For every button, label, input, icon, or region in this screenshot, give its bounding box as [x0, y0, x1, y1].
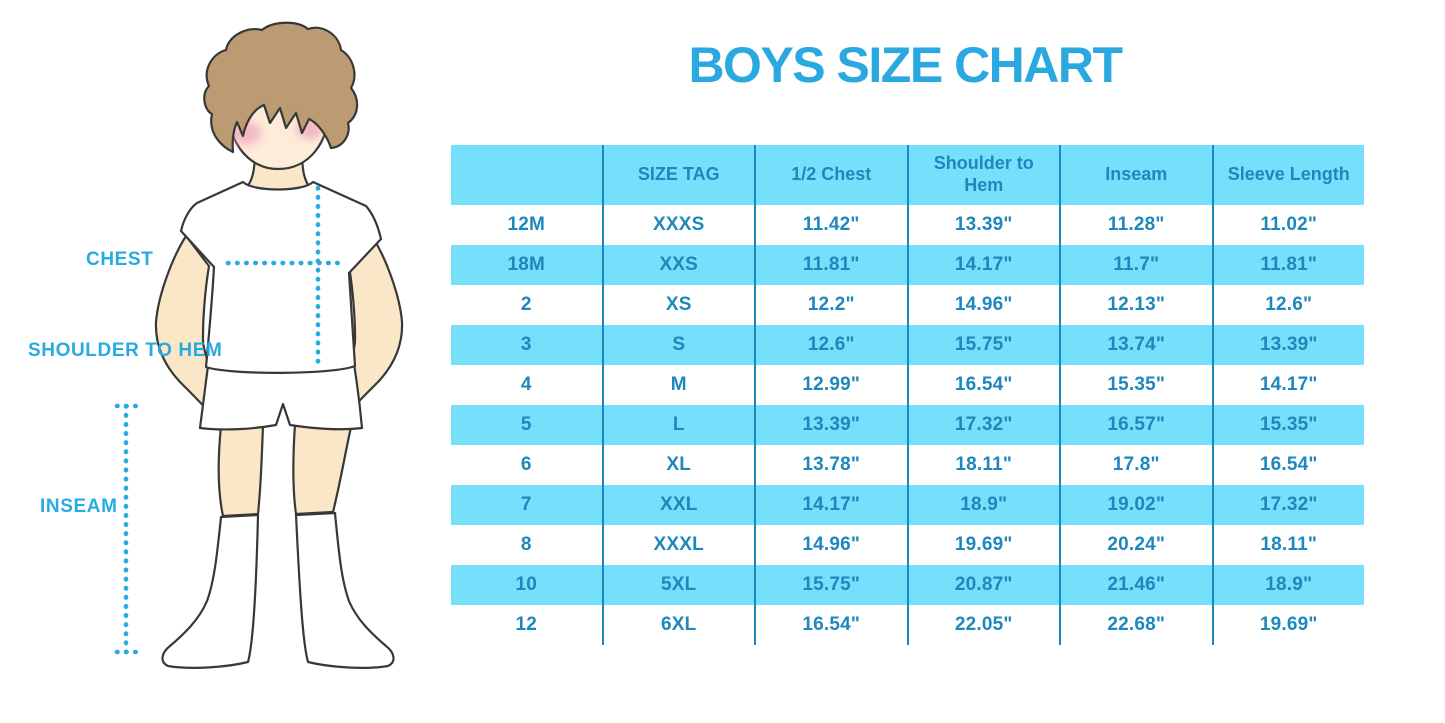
value-cell: 12.6" [756, 325, 909, 365]
table-row: 7 XXL 14.17" 18.9" 19.02" 17.32" [451, 485, 1364, 525]
value-cell: XL [604, 445, 756, 485]
value-cell: 16.54" [756, 605, 909, 645]
value-cell: 19.69" [1259, 614, 1318, 635]
value-cell: 13.78" [756, 445, 909, 485]
boy-right-sock [294, 511, 395, 669]
boy-left-leg [217, 422, 265, 518]
value-cell: 11.7" [1061, 245, 1214, 285]
value-cell: 11.42" [756, 205, 909, 245]
table-row: 8 XXXL 14.96" 19.69" 20.24" 18.11" [451, 525, 1364, 565]
value-cell: 15.35" [1061, 365, 1214, 405]
value-cell: XS [604, 285, 756, 325]
value-cell: 12.99" [756, 365, 909, 405]
value-cell: 14.96" [756, 525, 909, 565]
boy-illustration [114, 21, 404, 669]
table-row: 4 M 12.99" 16.54" 15.35" 14.17" [451, 365, 1364, 405]
value-cell: 15.75" [909, 325, 1061, 365]
column-header: Inseam [1061, 145, 1214, 205]
value-cell: 14.17" [909, 245, 1061, 285]
value-cell: 17.8" [1061, 445, 1214, 485]
value-cell: 17.32" [1259, 494, 1318, 515]
value-cell: 12.2" [756, 285, 909, 325]
value-cell: M [604, 365, 756, 405]
size-cell: 6 [451, 445, 604, 485]
boy-hair [203, 21, 359, 154]
value-cell: XXS [604, 245, 756, 285]
value-cell: 18.9" [1265, 574, 1313, 595]
value-cell: 14.96" [909, 285, 1061, 325]
boy-shorts [198, 356, 364, 431]
table-row: 6 XL 13.78" 18.11" 17.8" 16.54" [451, 445, 1364, 485]
value-cell: 13.39" [756, 405, 909, 445]
value-cell: XXL [604, 485, 756, 525]
value-cell: 15.35" [1259, 414, 1318, 435]
value-cell: 20.87" [909, 565, 1061, 605]
table-row: 10 5XL 15.75" 20.87" 21.46" 18.9" [451, 565, 1364, 605]
size-cell: 8 [451, 525, 604, 565]
value-cell: 11.28" [1061, 205, 1214, 245]
column-header: Sleeve Length [1227, 164, 1350, 185]
column-header: Shoulder to Hem [909, 145, 1061, 205]
value-cell: S [604, 325, 756, 365]
value-cell: 14.17" [756, 485, 909, 525]
page-title: BOYS SIZE CHART [688, 37, 1123, 93]
value-cell: 21.46" [1061, 565, 1214, 605]
value-cell: 18.11" [1260, 534, 1318, 555]
size-cell: 4 [451, 365, 604, 405]
size-cell: 3 [451, 325, 604, 365]
value-cell: 16.54" [1259, 454, 1318, 475]
value-cell: 19.69" [909, 525, 1061, 565]
value-cell: 22.68" [1061, 605, 1214, 645]
boy-left-sock [161, 513, 260, 669]
value-cell: 6XL [604, 605, 756, 645]
value-cell: L [604, 405, 756, 445]
value-cell: 16.54" [909, 365, 1061, 405]
value-cell: 16.57" [1061, 405, 1214, 445]
value-cell: 11.81" [1260, 254, 1318, 275]
value-cell: 11.02" [1260, 214, 1318, 235]
chest-measure-label: CHEST [86, 249, 154, 270]
value-cell: 13.39" [1259, 334, 1318, 355]
value-cell: 17.32" [909, 405, 1061, 445]
table-row: 18M XXS 11.81" 14.17" 11.7" 11.81" [451, 245, 1364, 285]
table-row: 3 S 12.6" 15.75" 13.74" 13.39" [451, 325, 1364, 365]
table-row: 2 XS 12.2" 14.96" 12.13" 12.6" [451, 285, 1364, 325]
size-cell: 18M [451, 245, 604, 285]
table-row: 12 6XL 16.54" 22.05" 22.68" 19.69" [451, 605, 1364, 645]
column-header: SIZE TAG [604, 145, 756, 205]
boy-tshirt [179, 180, 383, 374]
size-cell: 5 [451, 405, 604, 445]
value-cell: 15.75" [756, 565, 909, 605]
inseam-measure-label: INSEAM [40, 496, 118, 517]
boy-right-leg [292, 422, 353, 516]
value-cell: 5XL [604, 565, 756, 605]
value-cell: 11.81" [756, 245, 909, 285]
value-cell: 19.02" [1061, 485, 1214, 525]
value-cell: 20.24" [1061, 525, 1214, 565]
table-row: 5 L 13.39" 17.32" 16.57" 15.35" [451, 405, 1364, 445]
value-cell: 18.9" [909, 485, 1061, 525]
size-table: SIZE TAG 1/2 Chest Shoulder to Hem Inseam Sl… [451, 145, 1364, 645]
value-cell: 13.74" [1061, 325, 1214, 365]
value-cell: 18.11" [909, 445, 1061, 485]
shoulder-to-hem-measure-label: SHOULDER TO HEM [28, 340, 223, 361]
value-cell: 22.05" [909, 605, 1061, 645]
value-cell: 12.6" [1265, 294, 1313, 315]
table-row: 12M XXXS 11.42" 13.39" 11.28" 11.02" [451, 205, 1364, 245]
size-cell: 2 [451, 285, 604, 325]
size-cell: 12M [451, 205, 604, 245]
table-header-row: SIZE TAG 1/2 Chest Shoulder to Hem Inseam Sl… [451, 145, 1364, 205]
value-cell: XXXL [604, 525, 756, 565]
value-cell: 14.17" [1259, 374, 1318, 395]
column-header [451, 145, 604, 205]
value-cell: 12.13" [1061, 285, 1214, 325]
size-cell: 12 [451, 605, 604, 645]
column-header: 1/2 Chest [756, 145, 909, 205]
value-cell: XXXS [604, 205, 756, 245]
boy-measurement-figure: CHEST SHOULDER TO HEM INSEAM [0, 0, 450, 723]
size-cell: 7 [451, 485, 604, 525]
size-cell: 10 [451, 565, 604, 605]
value-cell: 13.39" [909, 205, 1061, 245]
